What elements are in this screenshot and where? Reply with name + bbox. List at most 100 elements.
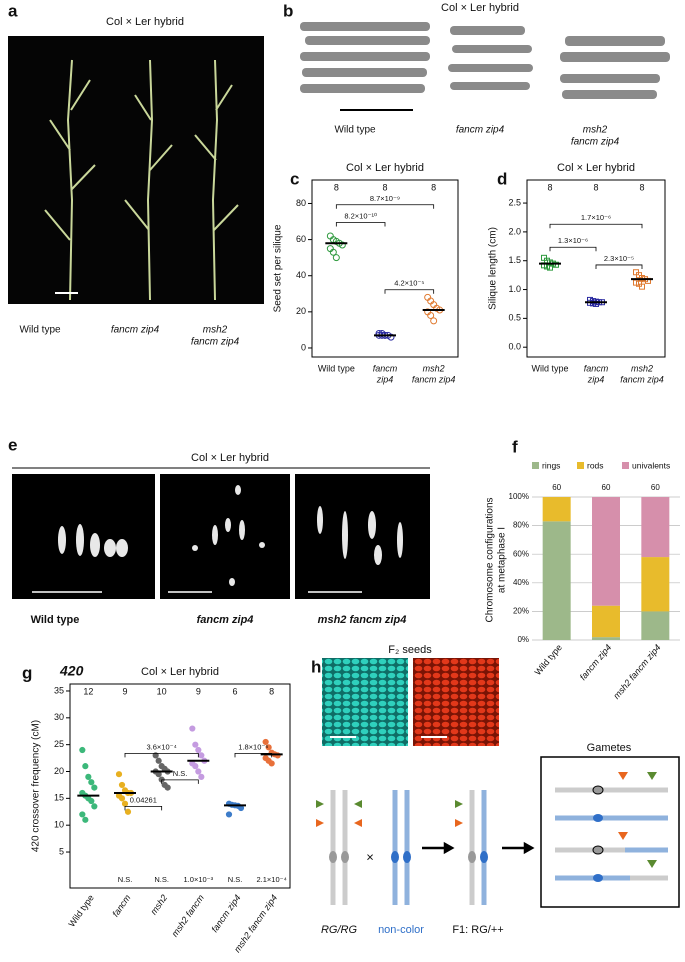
data-point <box>79 811 86 818</box>
comparison-label: 1.3×10⁻⁶ <box>558 236 588 245</box>
y-tick-label: 40 <box>296 270 306 280</box>
data-point <box>118 781 126 789</box>
y-tick-label: 40% <box>513 578 529 587</box>
data-point <box>91 803 98 810</box>
data-point <box>152 752 159 759</box>
caption: Wild type <box>19 325 61 336</box>
y-axis-label: 420 crossover frequency (cM) <box>31 720 42 852</box>
comparison-label: 1.7×10⁻⁶ <box>581 213 611 222</box>
gametes-title: Gametes <box>587 742 632 754</box>
sample-count: 6 <box>232 686 237 696</box>
x-tick-label: zip4 <box>376 374 394 384</box>
comparison-bracket <box>161 779 199 784</box>
x-tick-label: Wild type <box>533 642 564 677</box>
data-point <box>189 725 196 732</box>
sample-count: 60 <box>602 483 611 492</box>
data-point <box>155 757 162 764</box>
genotype-label: non-color <box>378 924 424 936</box>
sample-count: 12 <box>83 686 93 696</box>
sample-count: 8 <box>639 182 644 192</box>
data-point <box>329 248 337 256</box>
bar-segment <box>592 497 620 606</box>
data-point <box>387 333 395 341</box>
sample-count: 8 <box>382 182 387 192</box>
data-point <box>553 261 559 268</box>
y-tick-label: 2.0 <box>508 226 521 236</box>
x-tick-label: msh2 <box>423 363 445 373</box>
y-tick-label: 0.5 <box>508 313 521 323</box>
plot-frame <box>69 683 291 889</box>
chart-title: Col × Ler hybrid <box>557 162 635 174</box>
sample-count: 8 <box>431 182 436 192</box>
comparison-bracket <box>124 752 199 758</box>
sample-count: 8 <box>547 182 552 192</box>
data-point <box>121 800 129 807</box>
panel-letter: b <box>283 1 293 20</box>
panel-title: Col × Ler hybrid <box>441 2 519 14</box>
data-point <box>85 773 92 780</box>
caption: fancm zip4 <box>456 125 505 136</box>
sample-count: 9 <box>196 686 201 696</box>
panel-title: Col × Ler hybrid <box>106 16 184 28</box>
y-tick-label: 20 <box>54 766 64 776</box>
comparison-label: N.S. <box>173 769 188 778</box>
panel-letter: f <box>512 437 518 456</box>
sample-count: 60 <box>651 483 660 492</box>
x-tick-label: msh2 <box>148 893 169 917</box>
caption: msh2 <box>583 125 608 136</box>
x-tick-label: fancm zip4 <box>620 374 664 384</box>
panel-letter: d <box>497 169 507 188</box>
seed-photo-green <box>322 658 408 746</box>
panel-letter: e <box>8 435 17 454</box>
x-tick-label: Wild type <box>318 363 355 373</box>
y-tick-label: 1.5 <box>508 255 521 265</box>
legend-swatch <box>622 462 629 469</box>
data-point <box>262 738 269 746</box>
comparison-label: 8.7×10⁻⁹ <box>370 194 400 203</box>
y-tick-label: 5 <box>59 846 64 856</box>
sample-count: 60 <box>552 483 561 492</box>
bar-segment <box>542 521 571 640</box>
data-point <box>192 763 199 770</box>
stat-label: N.S. <box>154 875 169 884</box>
photo-title: F₂ seeds <box>388 644 432 656</box>
panel-letter: a <box>8 1 18 20</box>
comparison-bracket <box>595 264 643 269</box>
chromosome-diagram <box>316 756 680 908</box>
comparison-bracket <box>124 806 163 811</box>
y-axis-label: at metaphase I <box>497 527 508 593</box>
y-tick-label: 20% <box>513 607 529 616</box>
data-point <box>268 760 275 767</box>
sample-count: 9 <box>122 686 127 696</box>
y-tick-label: 2.5 <box>508 197 521 207</box>
plot-frame <box>526 179 666 358</box>
y-tick-label: 1.0 <box>508 284 521 294</box>
chart-title: Col × Ler hybrid <box>346 162 424 174</box>
y-tick-label: 60% <box>513 549 529 558</box>
data-point <box>88 797 95 805</box>
data-point <box>82 816 89 823</box>
x-tick-label: fancm zip4 <box>209 893 242 934</box>
data-point <box>547 264 553 271</box>
stat-label: 1.0×10⁻³ <box>184 875 214 884</box>
bar-segment <box>641 611 670 640</box>
data-point <box>124 808 132 815</box>
x-tick-label: zip4 <box>587 374 605 384</box>
sample-count: 8 <box>593 182 598 192</box>
legend-label: rings <box>542 460 560 470</box>
cross-symbol: × <box>366 849 374 864</box>
data-point <box>118 795 126 802</box>
y-tick-label: 0 <box>301 342 306 352</box>
y-tick-label: 100% <box>509 492 529 501</box>
caption: fancm zip4 <box>111 325 160 336</box>
x-tick-label: fancm zip4 <box>578 642 614 682</box>
x-tick-label: fancm zip4 <box>412 374 456 384</box>
comparison-bracket <box>335 222 386 227</box>
x-tick-label: Wild type <box>66 893 95 929</box>
x-tick-label: fancm <box>110 892 133 918</box>
stat-label: N.S. <box>118 875 133 884</box>
caption: fancm zip4 <box>197 614 254 626</box>
data-point <box>79 746 86 754</box>
y-axis-label: Seed set per silique <box>273 224 284 312</box>
